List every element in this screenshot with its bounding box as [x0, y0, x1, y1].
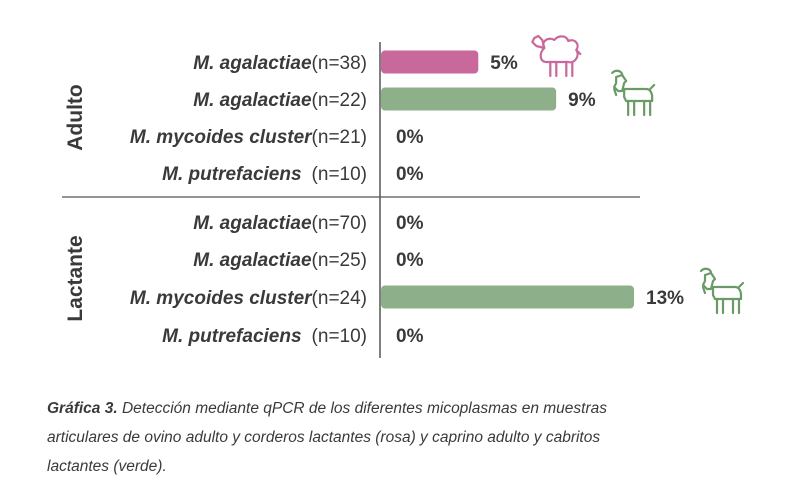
- value-label: 0%: [396, 213, 424, 234]
- category-name: M. agalactiae: [193, 250, 312, 271]
- category-name: M. mycoides cluster: [130, 288, 313, 309]
- category-name: M. agalactiae: [193, 213, 312, 234]
- category-name: M. mycoides cluster: [130, 127, 313, 148]
- category-sample-size: (n=38): [312, 53, 367, 74]
- value-label: 5%: [490, 53, 518, 74]
- group-label-adulto: Adulto: [64, 84, 87, 150]
- sheep-icon: [531, 34, 582, 78]
- value-label: 9%: [568, 90, 596, 111]
- group-label-lactante: Lactante: [64, 235, 87, 321]
- category-name: M. putrefaciens: [162, 326, 301, 347]
- category-name: M. putrefaciens: [162, 164, 301, 185]
- value-label: 0%: [396, 250, 424, 271]
- goat-icon: [699, 267, 745, 315]
- category-sample-size: (n=25): [312, 250, 367, 271]
- category-label: M. agalactiae(n=70): [193, 213, 367, 234]
- category-name: M. agalactiae: [193, 90, 312, 111]
- category-label: M. agalactiae(n=22): [193, 90, 367, 111]
- caption-text: Detección mediante qPCR de los diferente…: [47, 400, 607, 475]
- category-label: M. agalactiae(n=38): [193, 53, 367, 74]
- chart-caption: Gráfica 3. Detección mediante qPCR de lo…: [47, 394, 607, 481]
- value-label: 0%: [396, 326, 424, 347]
- category-label: M. putrefaciens (n=10): [162, 164, 367, 185]
- category-sample-size: (n=22): [312, 90, 367, 111]
- bar: [381, 50, 479, 74]
- category-sample-size: (n=10): [312, 326, 367, 347]
- category-label: M. mycoides cluster(n=24): [130, 288, 367, 309]
- category-sample-size: (n=10): [312, 164, 367, 185]
- caption-lead: Gráfica 3.: [47, 400, 118, 417]
- category-label: M. putrefaciens (n=10): [162, 326, 367, 347]
- value-label: 0%: [396, 127, 424, 148]
- category-sample-size: (n=21): [312, 127, 367, 148]
- value-label: 0%: [396, 164, 424, 185]
- bar: [381, 87, 557, 111]
- category-label: M. agalactiae(n=25): [193, 250, 367, 271]
- value-label: 13%: [646, 288, 684, 309]
- category-name: M. agalactiae: [193, 53, 312, 74]
- category-sample-size: (n=70): [312, 213, 367, 234]
- goat-icon: [611, 69, 656, 117]
- bar: [381, 285, 634, 309]
- category-sample-size: (n=24): [312, 288, 367, 309]
- category-label: M. mycoides cluster(n=21): [130, 127, 367, 148]
